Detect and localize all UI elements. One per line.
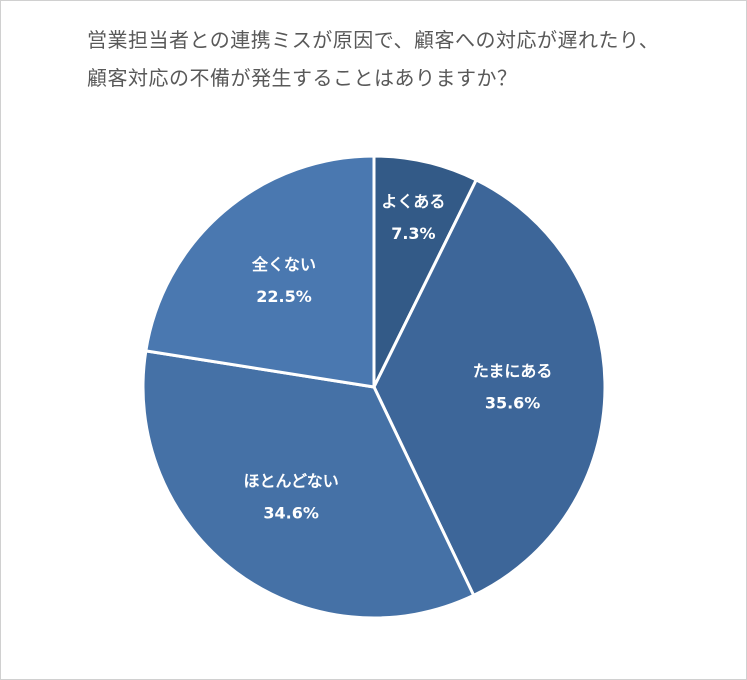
value-label: 7.3% [391,224,435,243]
slice-label: よくある [381,192,445,211]
value-label: 35.6% [485,393,541,412]
slice-label: 全くない [251,255,316,274]
pie-slice [372,177,607,598]
value-label: 34.6% [263,504,319,523]
slice-label: たまにある [473,361,553,380]
pie-slice [144,154,376,389]
value-label: 22.5% [256,287,312,306]
chart-title: 営業担当者との連携ミスが原因で、顧客への対応が遅れたり、顧客対応の不備が発生する… [87,28,660,90]
pie-slice [141,349,476,620]
pie-slice [372,154,479,388]
slice-label: ほとんどない [244,472,339,491]
